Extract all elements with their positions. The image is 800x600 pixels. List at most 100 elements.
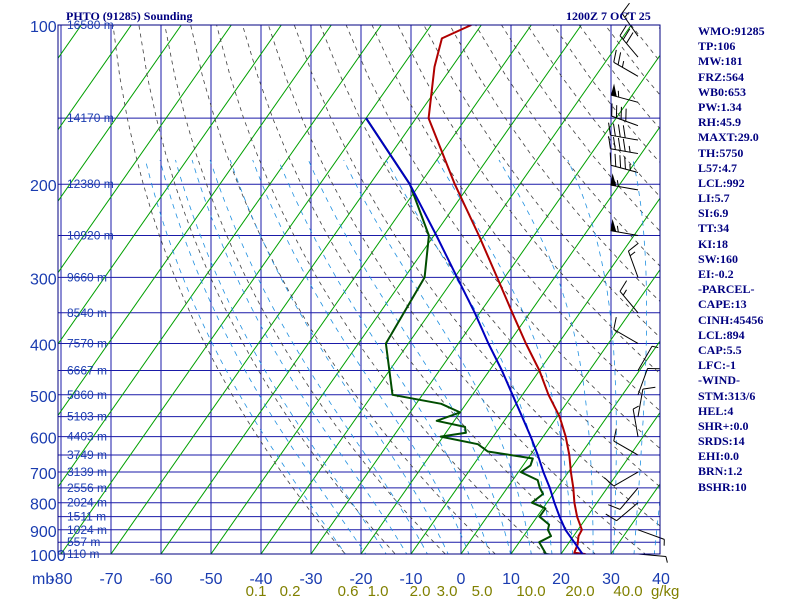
temperature-tick-label: -10	[399, 571, 422, 588]
wind-barb	[637, 345, 659, 371]
temperature-tick-label: 10	[502, 571, 520, 588]
height-label: 1024 m	[67, 523, 107, 537]
isotherm-line	[360, 125, 660, 554]
isotherm-line	[160, 25, 532, 554]
mixing-ratio-label: 0.6	[338, 583, 359, 600]
wind-barb	[609, 152, 639, 173]
temperature-tick-label: 0	[457, 571, 466, 588]
moist-adiabat-line	[498, 159, 594, 554]
index-item: RH:45.9	[698, 115, 741, 130]
dry-adiabat-line	[397, 25, 660, 375]
height-label: 1511 m	[67, 510, 106, 524]
mixing-ratio-label: 3.0	[437, 583, 458, 600]
pressure-tick-label: 500	[30, 389, 57, 406]
isotherm-line	[58, 25, 332, 417]
valid-time: 1200Z 7 OCT 25	[566, 9, 651, 23]
temperature-tick-label: 40	[652, 571, 670, 588]
mixing-ratio-label: 40.0	[613, 583, 642, 600]
index-item: WB0:653	[698, 84, 746, 99]
height-label: 2024 m	[67, 496, 107, 510]
index-item: CAPE:13	[698, 297, 747, 312]
dry-adiabat-line	[761, 25, 800, 565]
index-item: PW:1.34	[698, 99, 742, 114]
pressure-tick-label: 200	[30, 178, 57, 195]
pressure-tick-label: 100	[30, 19, 57, 36]
isotherm-line	[58, 25, 382, 488]
mixing-ratio-label: 20.0	[565, 583, 594, 600]
moist-adiabat-line	[632, 159, 647, 554]
isotherm-line	[410, 197, 660, 554]
height-label: 6667 m	[67, 364, 107, 378]
wind-barb	[608, 122, 639, 141]
index-item: SHR+:0.0	[698, 418, 749, 433]
dewpoint-trace	[365, 117, 554, 554]
wind-barb	[613, 316, 639, 344]
height-label: 5103 m	[67, 410, 107, 424]
isotherm-line	[58, 25, 182, 203]
moist-adiabat-line	[653, 495, 660, 554]
isotherm-line	[460, 268, 660, 554]
height-label: 12380 m	[67, 177, 114, 191]
parcel-trace	[365, 117, 584, 554]
moist-adiabat-line	[159, 159, 367, 554]
height-label: 2556 m	[67, 481, 107, 495]
index-item: LFC:-1	[698, 358, 736, 373]
height-label: 9660 m	[67, 270, 107, 284]
index-item: MAXT:29.0	[698, 130, 759, 145]
height-label: 5860 m	[67, 388, 107, 402]
height-label: 16580 m	[67, 18, 114, 32]
height-label: 3139 m	[67, 465, 107, 479]
temperature-tick-label: -60	[149, 571, 172, 588]
stability-indices-list: WMO:91285 TP:106 MW:181 FRZ:564 WB0:653 PW:1.…	[698, 24, 765, 495]
isotherm-line	[0, 25, 31, 565]
isotherm-line	[58, 25, 232, 274]
wind-barb	[637, 553, 668, 563]
index-item: BRN:1.2	[698, 464, 743, 479]
index-item: EHI:0.0	[698, 449, 740, 464]
pressure-tick-label: 1000	[30, 548, 66, 565]
height-label: 10920 m	[67, 229, 114, 243]
temperature-tick-label: -70	[99, 571, 122, 588]
isotherm-line	[60, 25, 432, 554]
wind-barb	[610, 173, 639, 191]
moist-adiabat-line	[209, 159, 428, 554]
index-item: HEL:4	[698, 403, 734, 418]
mixing-ratio-label: 0.2	[280, 583, 301, 600]
height-label: 110 m	[67, 547, 99, 561]
wind-barb	[632, 405, 639, 437]
wind-barb	[613, 49, 639, 77]
mixing-ratio-label: 0.1	[246, 583, 267, 600]
moist-adiabat-line	[145, 159, 346, 554]
isotherm-line	[110, 25, 482, 554]
mixing-ratio-label: 10.0	[516, 583, 545, 600]
wind-barb	[605, 502, 639, 522]
height-label: 14170 m	[67, 111, 114, 125]
temperature-tick-label: -30	[299, 571, 322, 588]
wind-barb	[613, 428, 639, 456]
moist-adiabat-line	[252, 159, 470, 554]
dry-adiabat-line	[216, 25, 546, 554]
dry-adiabat-line	[138, 25, 396, 554]
pressure-tick-label: 700	[30, 466, 57, 483]
index-item: KI:18	[698, 236, 728, 251]
moist-adiabat-line	[437, 159, 574, 554]
index-item: TP:106	[698, 39, 736, 54]
wind-barb	[608, 136, 639, 155]
isotherm-line	[260, 25, 632, 554]
index-item: TH:5750	[698, 145, 744, 160]
index-item: FRZ:564	[698, 69, 744, 84]
pressure-tick-label: 400	[30, 337, 57, 354]
height-label: 3749 m	[67, 448, 107, 462]
wind-barb	[608, 487, 639, 510]
height-label: 8540 m	[67, 306, 107, 320]
moist-adiabat-line	[229, 159, 449, 554]
dry-adiabat-line	[242, 25, 596, 554]
index-item: SI:6.9	[698, 206, 729, 221]
isotherm-line	[210, 25, 582, 554]
index-item: -WIND-	[698, 373, 740, 388]
mixing-ratio-unit: g/kg	[651, 583, 679, 600]
mixing-ratio-label: 5.0	[472, 583, 493, 600]
station-title: PHTO (91285) Sounding	[66, 9, 193, 23]
moist-adiabat-line	[343, 159, 532, 554]
